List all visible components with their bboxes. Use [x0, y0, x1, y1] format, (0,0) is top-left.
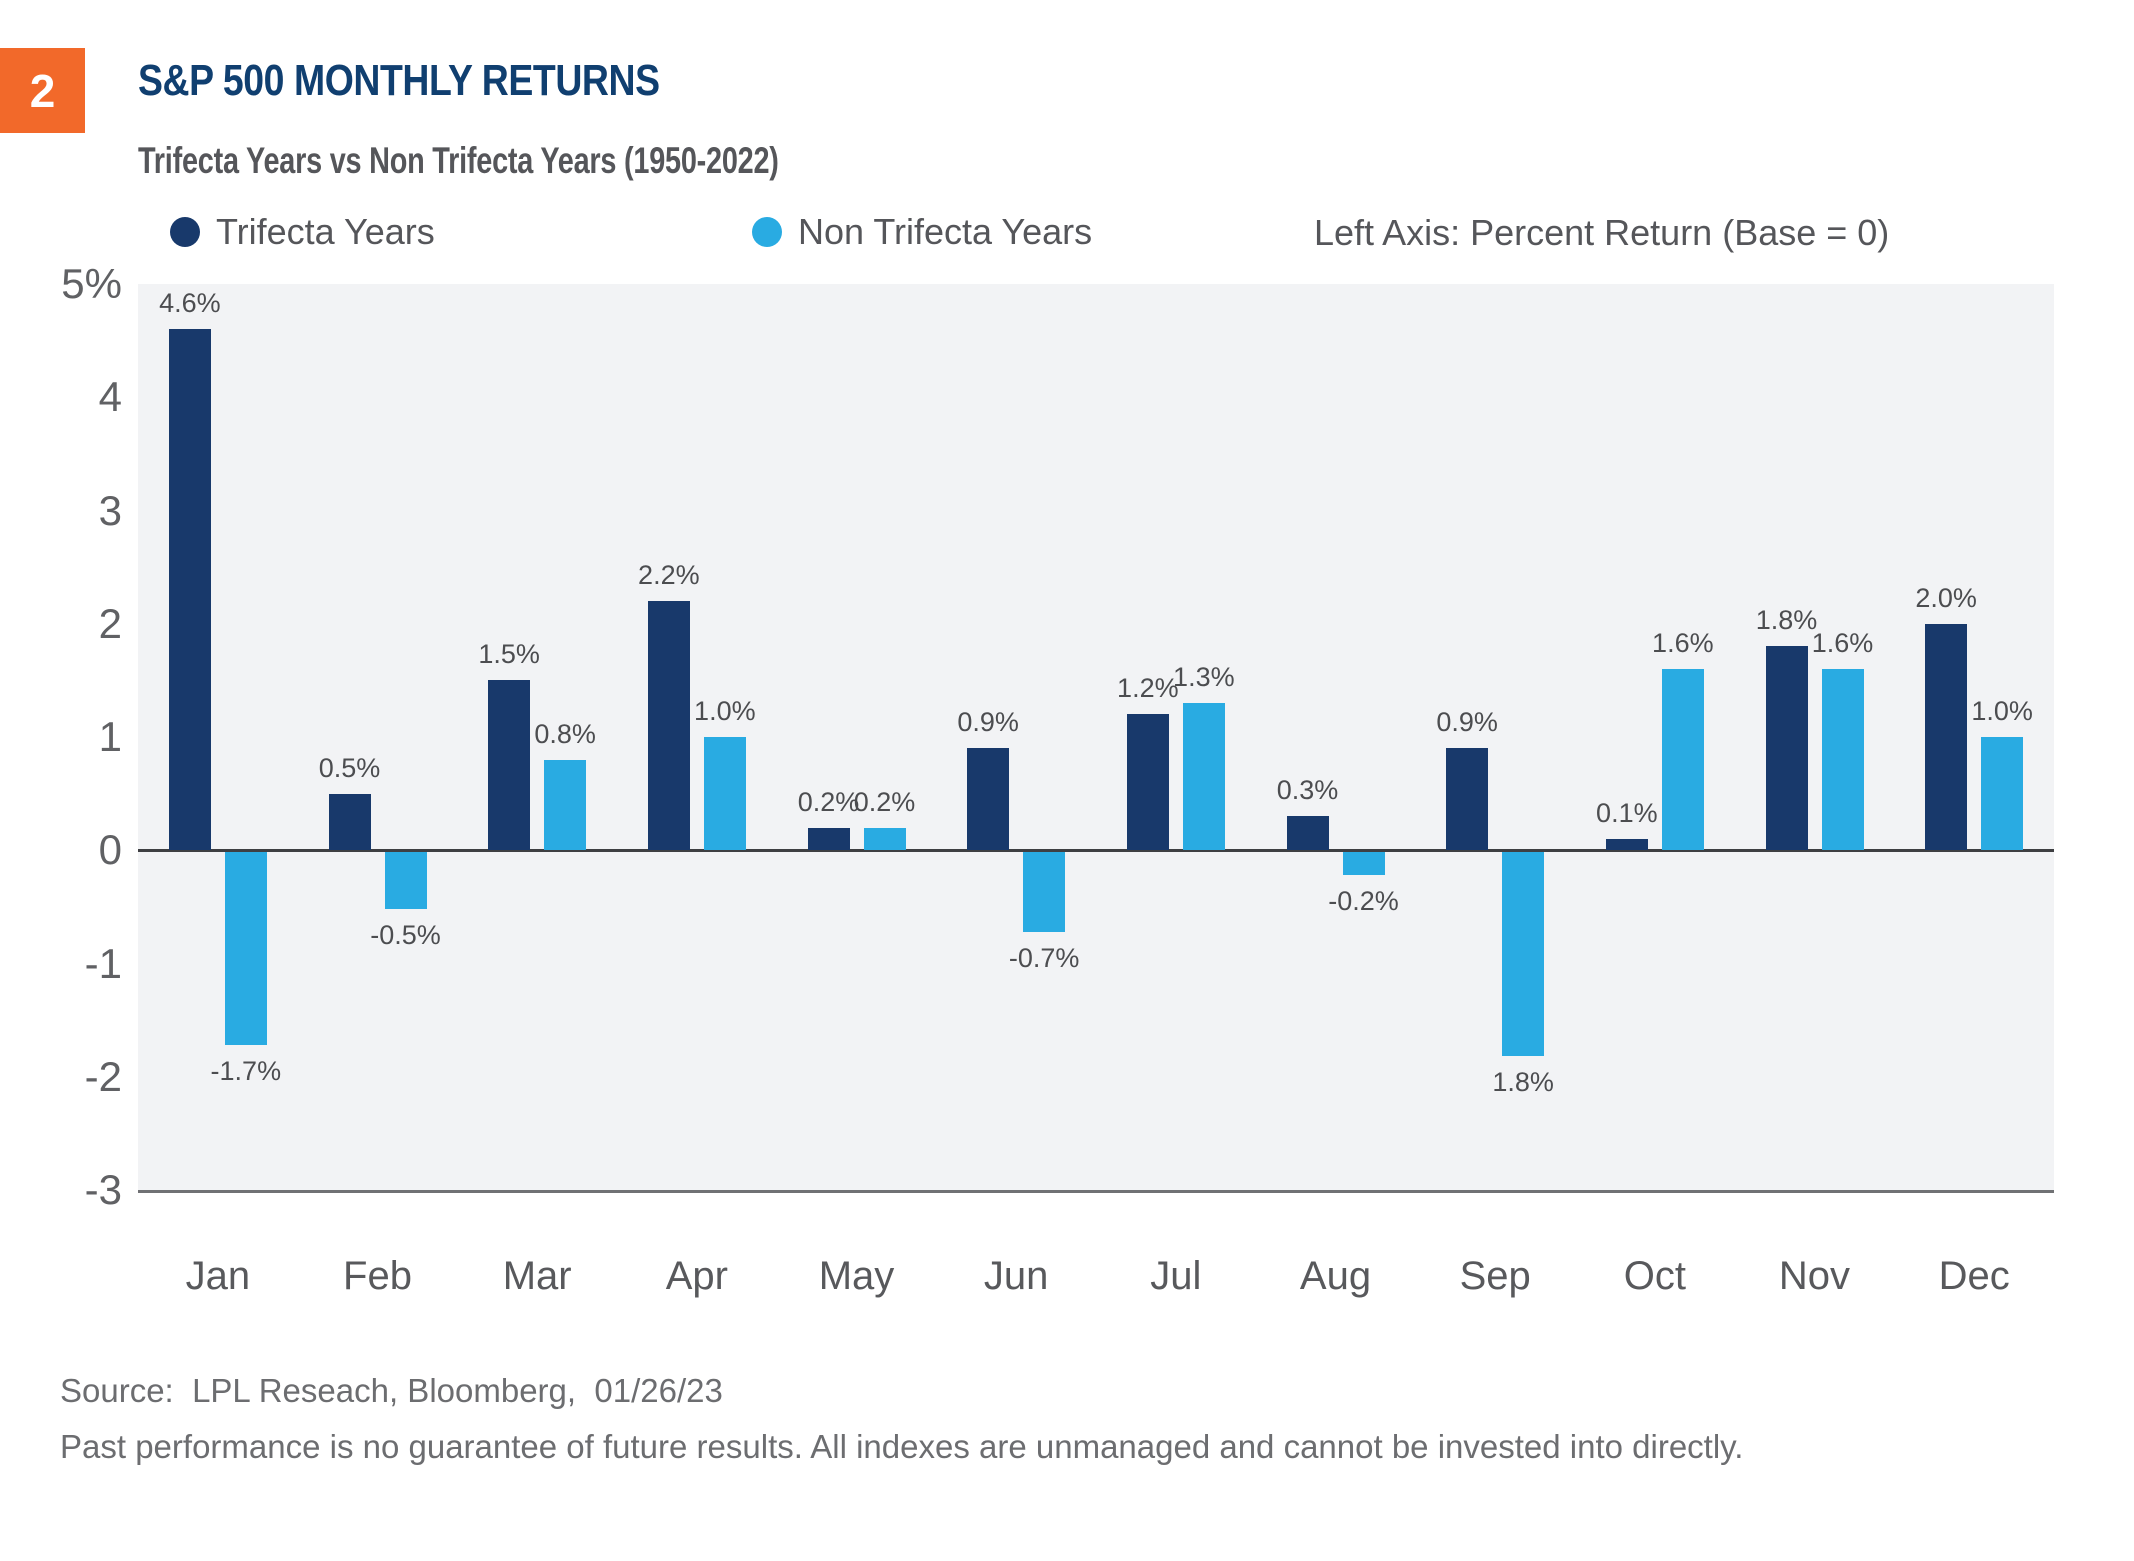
left-axis-note: Left Axis: Percent Return (Base = 0) — [1314, 212, 1890, 253]
bar-value-label-trifecta-years-aug: 0.3% — [1276, 775, 1339, 806]
y-tick-4: 4 — [98, 373, 122, 421]
bar-value-label-non-trifecta-years-jan: -1.7% — [210, 1055, 282, 1086]
bar-trifecta-years-jul — [1126, 714, 1169, 851]
y-tick-2: 2 — [98, 599, 122, 647]
x-tick-jan: Jan — [185, 1254, 251, 1298]
bar-value-label-trifecta-years-sep: 0.9% — [1436, 707, 1498, 738]
x-tick-nov: Nov — [1778, 1254, 1851, 1298]
y-tick-neg2: -2 — [84, 1052, 122, 1100]
bar-value-label-trifecta-years-jul: 1.2% — [1117, 673, 1179, 704]
x-tick-aug: Aug — [1299, 1254, 1372, 1298]
bar-value-label-trifecta-years-nov: 1.8% — [1755, 605, 1818, 636]
x-tick-jul: Jul — [1150, 1254, 1202, 1298]
bar-value-label-trifecta-years-oct: 0.1% — [1596, 797, 1658, 828]
y-tick-3: 3 — [98, 486, 122, 534]
bar-value-label-trifecta-years-dec: 2.0% — [1915, 582, 1977, 613]
bar-value-label-non-trifecta-years-sep: 1.8% — [1492, 1067, 1554, 1098]
bar-value-label-trifecta-years-apr: 2.2% — [638, 560, 700, 591]
disclaimer-note: Past performance is no guarantee of futu… — [60, 1428, 1744, 1465]
x-tick-feb: Feb — [343, 1254, 412, 1298]
y-tick-1: 1 — [98, 713, 122, 760]
bar-non-trifecta-years-may — [863, 827, 906, 851]
bar-value-label-trifecta-years-mar: 1.5% — [478, 639, 540, 670]
bar-non-trifecta-years-nov — [1821, 669, 1864, 851]
bar-trifecta-years-jun — [967, 748, 1010, 851]
bar-value-label-non-trifecta-years-nov: 1.6% — [1811, 628, 1874, 659]
x-tick-sep: Sep — [1459, 1254, 1531, 1298]
bar-value-label-trifecta-years-jan: 4.6% — [159, 288, 221, 319]
source-note: Source: LPL Reseach, Bloomberg, 01/26/23 — [60, 1372, 723, 1409]
bar-trifecta-years-feb — [328, 793, 371, 851]
y-tick-neg3: -3 — [84, 1166, 122, 1213]
bar-non-trifecta-years-mar — [544, 759, 587, 851]
bar-value-label-non-trifecta-years-aug: -0.2% — [1328, 885, 1399, 916]
non-trifecta-legend-dot-icon — [752, 217, 782, 247]
bar-non-trifecta-years-aug — [1342, 852, 1385, 875]
bar-value-label-non-trifecta-years-mar: 0.8% — [534, 718, 596, 749]
bar-trifecta-years-aug — [1286, 816, 1329, 851]
bar-value-label-non-trifecta-years-feb: -0.5% — [370, 919, 441, 950]
x-tick-may: May — [818, 1254, 895, 1298]
bar-non-trifecta-years-jan — [224, 852, 267, 1045]
x-tick-mar: Mar — [502, 1254, 572, 1298]
bar-trifecta-years-may — [807, 827, 850, 851]
bar-trifecta-years-apr — [647, 601, 690, 851]
bar-value-label-non-trifecta-years-apr: 1.0% — [694, 696, 756, 726]
bar-value-label-non-trifecta-years-jul: 1.3% — [1173, 662, 1235, 693]
legend-label-trifecta: Trifecta Years — [216, 211, 435, 252]
bar-value-label-trifecta-years-may: 0.2% — [797, 786, 860, 817]
bar-trifecta-years-sep — [1446, 748, 1489, 851]
y-tick-neg1: -1 — [84, 939, 122, 987]
bar-value-label-non-trifecta-years-may: 0.2% — [853, 786, 916, 817]
bar-non-trifecta-years-sep — [1502, 852, 1545, 1057]
zero-baseline — [138, 849, 2054, 853]
bar-value-label-non-trifecta-years-jun: -0.7% — [1008, 942, 1080, 973]
chart-subtitle: Trifecta Years vs Non Trifecta Years (19… — [138, 140, 779, 181]
legend-item-non-trifecta: Non Trifecta Years — [752, 210, 1092, 254]
bar-value-label-non-trifecta-years-oct: 1.6% — [1652, 628, 1714, 659]
bar-non-trifecta-years-jul — [1182, 703, 1225, 851]
x-tick-dec: Dec — [1938, 1254, 2010, 1298]
bar-non-trifecta-years-dec — [1981, 737, 2024, 851]
bar-non-trifecta-years-oct — [1661, 669, 1704, 851]
bar-non-trifecta-years-jun — [1023, 852, 1066, 932]
bar-trifecta-years-oct — [1605, 838, 1648, 851]
bar-value-label-non-trifecta-years-dec: 1.0% — [1971, 696, 2033, 726]
legend-item-trifecta: Trifecta Years — [170, 210, 435, 254]
y-tick-0: 0 — [98, 826, 122, 874]
bar-value-label-trifecta-years-jun: 0.9% — [957, 707, 1019, 738]
bar-trifecta-years-nov — [1765, 646, 1808, 851]
x-tick-apr: Apr — [665, 1254, 728, 1298]
trifecta-legend-dot-icon — [170, 217, 200, 247]
bar-non-trifecta-years-feb — [384, 852, 427, 909]
bar-trifecta-years-mar — [488, 680, 531, 851]
y-tick-5pct: 5% — [61, 260, 122, 307]
bar-trifecta-years-dec — [1925, 623, 1968, 851]
bar-non-trifecta-years-apr — [703, 737, 746, 851]
x-tick-jun: Jun — [983, 1254, 1049, 1298]
bar-value-label-trifecta-years-feb: 0.5% — [318, 752, 381, 783]
bar-trifecta-years-jan — [168, 329, 211, 851]
plot-area: 4.6% -1.7% 0.5% -0.5% 1.5% 0.8% 2.2% 1.0% 0.2% 0.… — [138, 284, 2054, 1193]
chart-title: S&P 500 MONTHLY RETURNS — [138, 56, 660, 105]
legend-label-non-trifecta: Non Trifecta Years — [798, 211, 1093, 252]
figure-number-badge: 2 — [0, 48, 85, 133]
x-tick-oct: Oct — [1623, 1254, 1686, 1298]
